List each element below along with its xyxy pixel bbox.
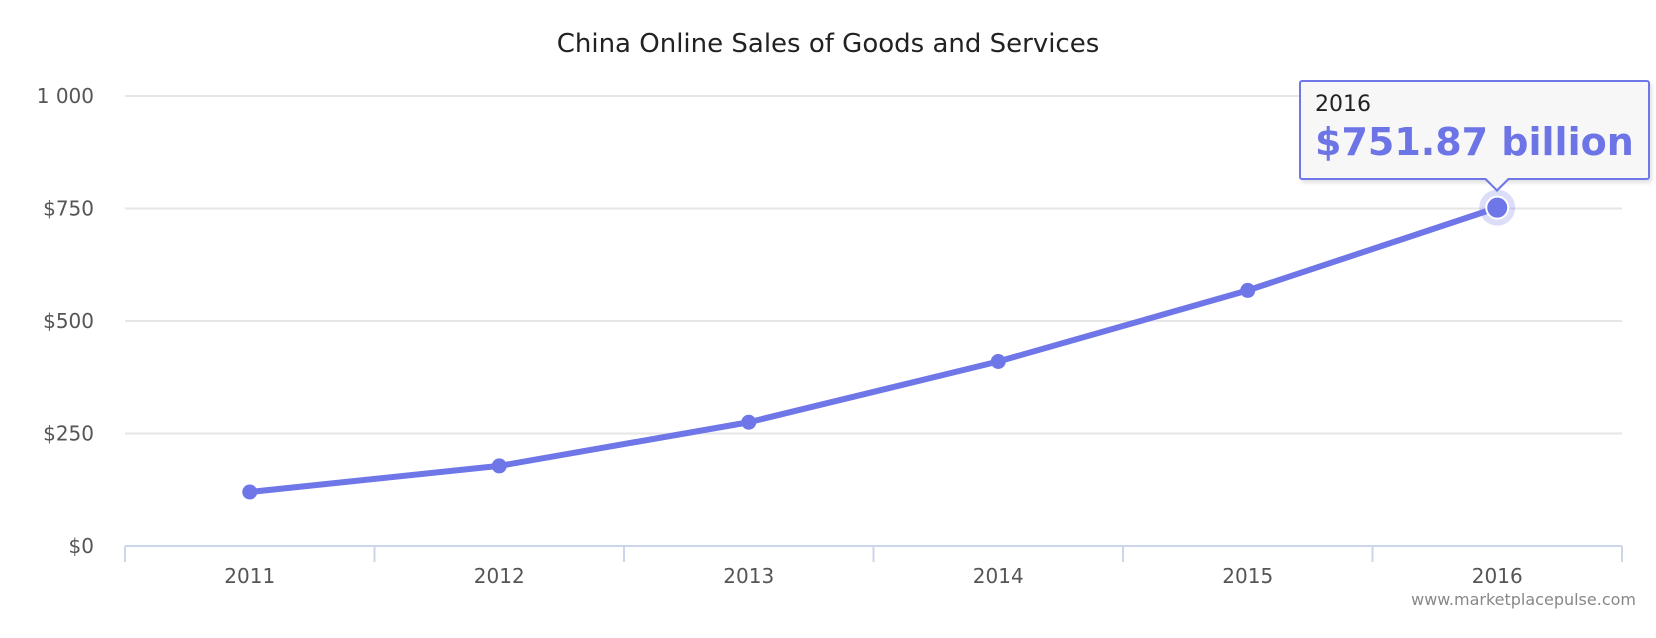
series-group — [246, 204, 1501, 495]
x-axis-labels: 2011 2012 2013 2014 2015 2016 — [224, 564, 1522, 588]
data-point[interactable] — [990, 354, 1006, 369]
chart-title: China Online Sales of Goods and Services — [557, 29, 1100, 59]
series-line — [246, 204, 1501, 495]
data-points — [242, 189, 1516, 500]
tooltip: 2016 $751.87 billion — [1299, 79, 1650, 180]
data-point[interactable] — [1485, 195, 1510, 220]
x-tick-label: 2012 — [474, 564, 525, 588]
x-tick-label: 2014 — [973, 564, 1024, 588]
y-tick-label: 1 000 — [37, 84, 94, 108]
tooltip-pointer-fill — [1486, 177, 1509, 189]
data-point[interactable] — [1240, 282, 1256, 298]
data-point[interactable] — [491, 458, 507, 474]
gridlines — [125, 95, 1622, 435]
x-tick-label: 2013 — [723, 564, 774, 588]
y-axis-labels: $0 $250 $500 $750 1 000 — [37, 84, 94, 558]
y-tick-label: $750 — [43, 197, 94, 221]
x-tick-label: 2016 — [1472, 564, 1523, 588]
x-tick-label: 2015 — [1222, 564, 1273, 588]
y-tick-label: $500 — [43, 309, 94, 333]
x-tick-label: 2011 — [224, 564, 275, 588]
chart-credit[interactable]: www.marketplacepulse.com — [1411, 590, 1636, 609]
tooltip-header: 2016 — [1315, 91, 1371, 117]
data-point[interactable] — [242, 484, 258, 500]
data-point[interactable] — [741, 414, 757, 430]
y-tick-label: $250 — [43, 422, 94, 446]
tooltip-value: $751.87 billion — [1315, 119, 1634, 164]
x-axis — [124, 545, 1623, 562]
y-tick-label: $0 — [69, 534, 94, 558]
